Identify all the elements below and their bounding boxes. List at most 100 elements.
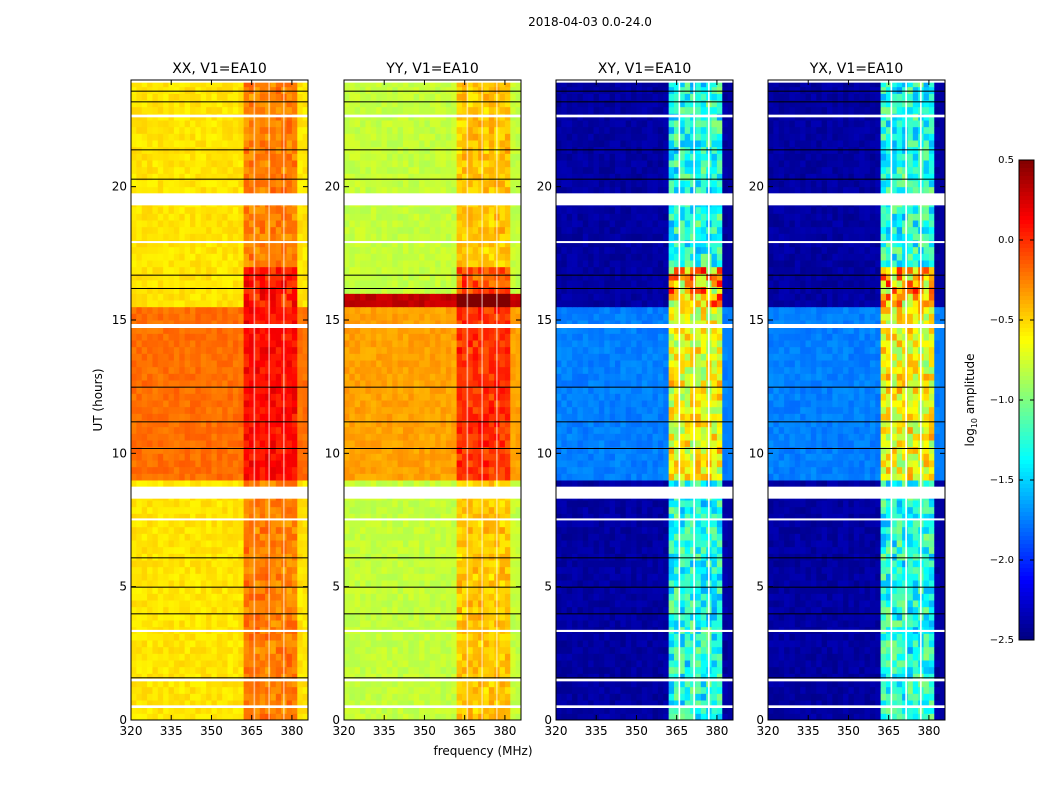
heatmap-cell [302, 120, 309, 128]
heatmap-cell [286, 480, 293, 488]
heatmap-cell [200, 706, 207, 714]
heatmap-cell [275, 373, 282, 381]
heatmap-cell [440, 680, 447, 688]
heatmap-cell [141, 346, 148, 354]
heatmap-cell [254, 293, 261, 301]
heatmap-cell [216, 240, 223, 248]
heatmap-cell [131, 620, 137, 628]
heatmap-cell [499, 606, 506, 614]
heatmap-cell [141, 333, 148, 341]
heatmap-cell [147, 653, 153, 661]
heatmap-cell [254, 606, 261, 614]
heatmap-cell [451, 640, 458, 648]
heatmap-cell [141, 533, 148, 541]
heatmap-cell [419, 433, 425, 441]
heatmap-cell [435, 360, 442, 368]
heatmap-cell [184, 680, 191, 688]
heatmap-cell [131, 353, 137, 361]
heatmap-cell [179, 240, 186, 248]
heatmap-cell [232, 606, 239, 614]
heatmap-cell [259, 166, 266, 174]
heatmap-cell [403, 393, 409, 401]
heatmap-cell [227, 686, 234, 694]
black-line [131, 421, 308, 423]
heatmap-cell [152, 93, 159, 101]
heatmap-cell [504, 440, 511, 448]
heatmap-cell [462, 640, 468, 648]
heatmap-cell [403, 373, 409, 381]
heatmap-cell [259, 100, 266, 108]
heatmap-cell [386, 600, 393, 608]
heatmap-cell [131, 160, 137, 168]
heatmap-cell [344, 553, 350, 561]
heatmap-cell [232, 120, 239, 128]
heatmap-cell [408, 606, 415, 614]
heatmap-cell [259, 280, 266, 288]
heatmap-cell [222, 333, 229, 341]
heatmap-cell [424, 700, 431, 708]
heatmap-cell [275, 613, 282, 621]
heatmap-cell [392, 633, 399, 641]
heatmap-cell [243, 386, 250, 394]
heatmap-cell [238, 240, 245, 248]
heatmap-cell [254, 526, 261, 534]
heatmap-cell [462, 380, 468, 388]
heatmap-cell [163, 520, 170, 528]
heatmap-cell [238, 373, 245, 381]
heatmap-cell [173, 526, 180, 534]
heatmap-cell [216, 473, 223, 481]
heatmap-cell [195, 660, 202, 668]
heatmap-cell [184, 413, 191, 421]
heatmap-cell [195, 260, 202, 268]
heatmap-cell [131, 473, 137, 481]
heatmap-cell [397, 400, 404, 408]
heatmap-cell [141, 446, 148, 454]
heatmap-cell [136, 526, 143, 534]
heatmap-cell [249, 186, 255, 194]
heatmap-cell [195, 140, 202, 148]
heatmap-cell [504, 400, 511, 408]
heatmap-cell [472, 433, 479, 441]
heatmap-cell [424, 426, 431, 434]
heatmap-cell [211, 273, 218, 281]
heatmap-cell [365, 453, 372, 461]
heatmap-cell [211, 713, 218, 721]
heatmap-cell [504, 366, 511, 374]
heatmap-cell [238, 673, 245, 681]
heatmap-cell [510, 693, 517, 701]
heatmap-cell [232, 480, 239, 488]
heatmap-cell [243, 313, 250, 321]
heatmap-cell [265, 246, 271, 254]
heatmap-cell [211, 126, 218, 134]
heatmap-cell [238, 686, 245, 694]
heatmap-cell [515, 553, 522, 561]
heatmap-cell [232, 706, 239, 714]
heatmap-cell [354, 420, 361, 428]
heatmap-cell [190, 253, 196, 261]
heatmap-cell [152, 433, 159, 441]
heatmap-cell [216, 426, 223, 434]
heatmap-cell [206, 280, 212, 288]
heatmap-cell [370, 360, 377, 368]
heatmap-cell [392, 560, 399, 568]
heatmap-cell [173, 313, 180, 321]
heatmap-cell [419, 513, 425, 521]
black-line [131, 613, 308, 615]
heatmap-cell [200, 673, 207, 681]
heatmap-cell [424, 573, 431, 581]
heatmap-cell [152, 313, 159, 321]
heatmap-cell [206, 446, 212, 454]
heatmap-cell [141, 300, 148, 308]
heatmap-cell [291, 300, 298, 308]
heatmap-cell [168, 280, 175, 288]
heatmap-cell [265, 360, 271, 368]
heatmap-cell [163, 220, 170, 228]
heatmap-cell [291, 513, 298, 521]
heatmap-cell [445, 660, 452, 668]
heatmap-cell [211, 560, 218, 568]
heatmap-cell [488, 580, 495, 588]
heatmap-cell [254, 360, 261, 368]
heatmap-cell [179, 633, 186, 641]
heatmap-cell [259, 126, 266, 134]
heatmap-cell [168, 553, 175, 561]
